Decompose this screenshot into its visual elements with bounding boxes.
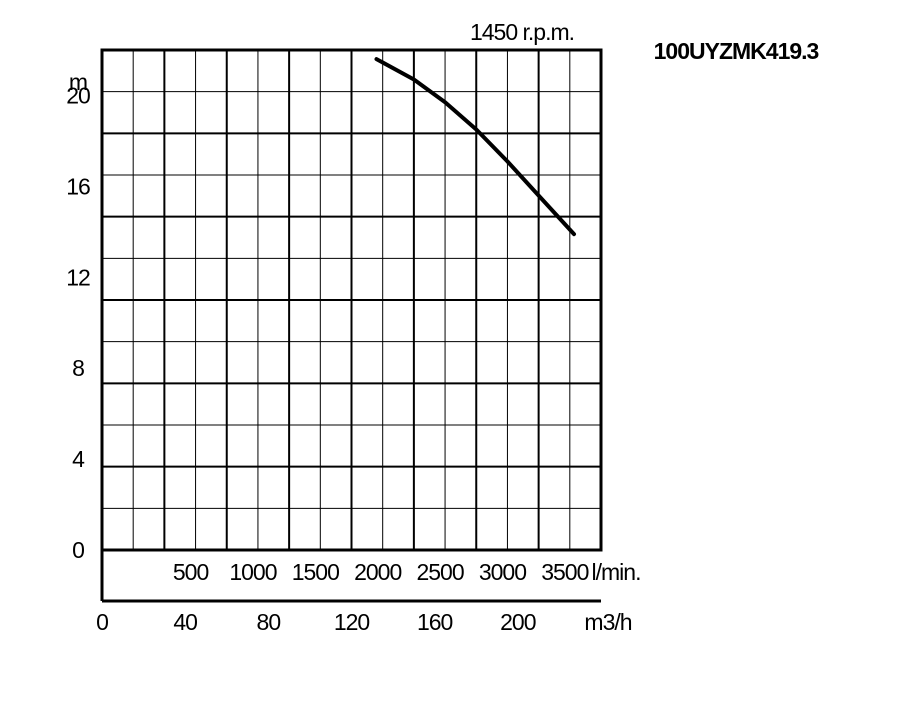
x2-tick-label: 1000 (229, 559, 276, 585)
y-tick-label: 8 (72, 355, 84, 381)
y-tick-label: 12 (66, 264, 90, 290)
x2-tick-label: 2000 (354, 559, 401, 585)
x2-tick-label: 3500 (541, 559, 588, 585)
x-tick-label: 160 (417, 609, 453, 635)
plot-border (100, 48, 603, 552)
series-layer (374, 57, 576, 237)
x-tick-label: 200 (500, 609, 536, 635)
x2-tick-label: 3000 (479, 559, 526, 585)
y-tick-label: 20 (66, 82, 90, 108)
x2-tick-label: 500 (173, 559, 209, 585)
y-axis-label: m (69, 69, 87, 95)
y-tick-label: 4 (72, 446, 85, 472)
x2-tick-label: 2500 (416, 559, 463, 585)
x2-tick-label: 1500 (292, 559, 339, 585)
head-curve-line (374, 57, 576, 237)
x-tick-label: 40 (173, 609, 197, 635)
grid (102, 50, 601, 550)
plot-frame (100, 48, 603, 603)
x2-axis-label: l/min. (592, 559, 641, 585)
x-axis-label: m3/h (584, 609, 631, 635)
x-tick-label: 120 (334, 609, 370, 635)
y-tick-label: 0 (72, 537, 84, 563)
speed-label: 1450 r.p.m. (470, 19, 574, 45)
x-tick-label: 0 (96, 609, 108, 635)
model-title: 100UYZMK419.3 (654, 38, 819, 64)
y-tick-label: 16 (66, 173, 90, 199)
x-tick-label: 80 (257, 609, 281, 635)
